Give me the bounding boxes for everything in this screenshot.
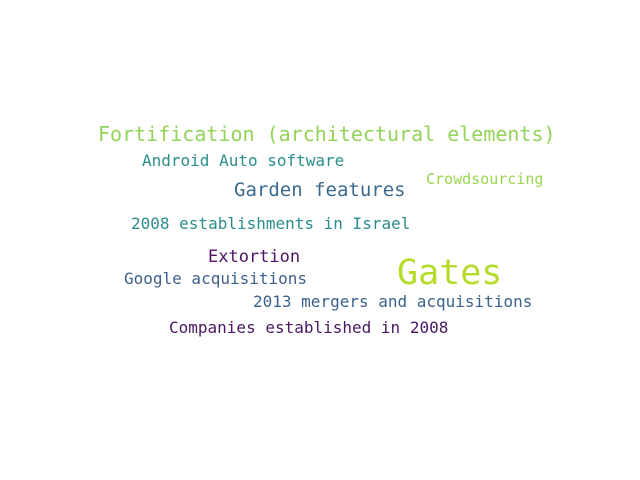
word-gates: Gates [397,253,503,293]
word-android-auto-software: Android Auto software [142,151,345,170]
word-extortion: Extortion [208,247,301,267]
word-google-acquisitions: Google acquisitions [124,269,308,288]
word-garden-features: Garden features [234,179,406,201]
word-crowdsourcing: Crowdsourcing [426,170,544,188]
word-2013-mergers-acquisitions: 2013 mergers and acquisitions [253,292,533,311]
word-companies-established-2008: Companies established in 2008 [169,318,449,337]
word-fortification: Fortification (architectural elements) [98,122,556,146]
word-2008-establishments-israel: 2008 establishments in Israel [131,214,411,233]
